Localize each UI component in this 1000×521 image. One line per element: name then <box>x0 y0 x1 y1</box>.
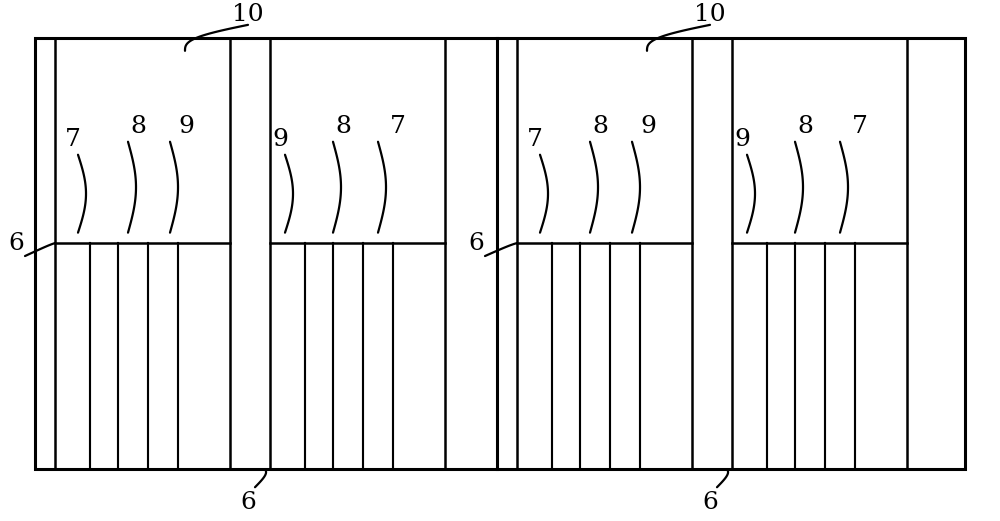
Text: 8: 8 <box>797 115 813 138</box>
Text: 8: 8 <box>130 115 146 138</box>
Text: 6: 6 <box>240 491 256 514</box>
Text: 9: 9 <box>640 115 656 138</box>
Text: 10: 10 <box>232 3 264 26</box>
Text: 6: 6 <box>702 491 718 514</box>
Text: 6: 6 <box>468 231 484 255</box>
Bar <box>35 38 965 469</box>
Text: 8: 8 <box>335 115 351 138</box>
Text: 9: 9 <box>734 128 750 151</box>
Text: 9: 9 <box>272 128 288 151</box>
Text: 7: 7 <box>390 115 406 138</box>
Text: 7: 7 <box>65 128 81 151</box>
Text: 8: 8 <box>592 115 608 138</box>
Text: 6: 6 <box>8 231 24 255</box>
Text: 9: 9 <box>178 115 194 138</box>
Text: 7: 7 <box>852 115 868 138</box>
Text: 7: 7 <box>527 128 543 151</box>
Text: 10: 10 <box>694 3 726 26</box>
